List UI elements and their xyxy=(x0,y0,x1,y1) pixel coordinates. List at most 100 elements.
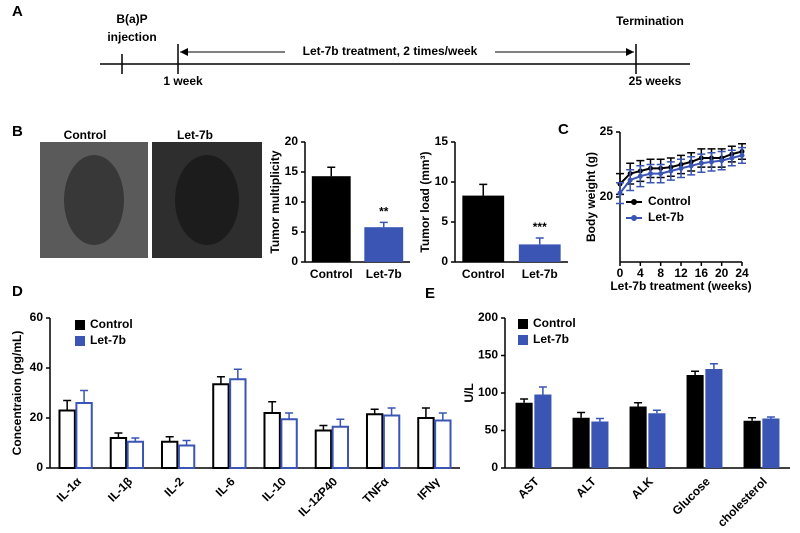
y-tick-label: 40 xyxy=(30,360,44,374)
bar xyxy=(518,244,561,262)
error-bar xyxy=(216,376,225,385)
bar xyxy=(686,375,704,468)
bar xyxy=(705,369,723,468)
point xyxy=(739,152,745,158)
panel-label: A xyxy=(12,3,23,20)
error-bar xyxy=(748,417,757,421)
bar xyxy=(572,417,590,468)
y-tick-label: 20 xyxy=(600,189,614,203)
bar xyxy=(109,437,128,469)
panel-label: C xyxy=(558,121,569,138)
error-bar xyxy=(114,432,123,438)
point xyxy=(668,168,674,174)
bar xyxy=(160,440,179,469)
y-tick-label: 60 xyxy=(30,310,44,324)
label-bg xyxy=(285,44,495,60)
x-tick-label: IL-1α xyxy=(54,474,85,505)
point xyxy=(729,155,735,161)
legend-label: Control xyxy=(648,194,691,208)
y-axis-label: Body weight (g) xyxy=(584,152,598,242)
mri-shadow xyxy=(175,155,239,245)
point xyxy=(658,171,664,177)
y-tick-label: 20 xyxy=(30,410,44,424)
bar xyxy=(280,418,298,469)
error-bar xyxy=(285,412,294,420)
y-tick-label: 15 xyxy=(435,134,449,148)
x-tick-label: Glucose xyxy=(669,474,713,518)
significance: *** xyxy=(533,220,547,234)
x-tick-label: AST xyxy=(515,474,542,501)
x-tick-label: IL-2 xyxy=(161,474,186,499)
y-axis-label: Tumor multiplicity xyxy=(268,150,282,253)
error-bar xyxy=(387,407,396,416)
bar xyxy=(434,419,452,469)
bar xyxy=(648,413,666,468)
x-tick-label: 4 xyxy=(637,266,644,280)
y-tick-label: 15 xyxy=(285,164,299,178)
error-bar xyxy=(421,407,430,418)
bar xyxy=(58,409,76,469)
y-axis-label: Concentraion (pg/mL) xyxy=(10,331,24,456)
x-tick-label: IL-10 xyxy=(259,474,289,504)
x-tick-label: 20 xyxy=(715,266,729,280)
bar xyxy=(417,417,435,469)
x-axis-label: Let-7b treatment (weeks) xyxy=(610,279,751,293)
y-tick-label: 0 xyxy=(36,460,43,474)
y-tick-label: 25 xyxy=(600,124,614,138)
y-tick-label: 150 xyxy=(478,348,498,362)
y-tick-label: 5 xyxy=(441,214,448,228)
x-tick-label: Control xyxy=(310,267,353,281)
x-tick-label: IL-12P40 xyxy=(295,474,340,519)
panel-label: E xyxy=(425,285,435,302)
bar xyxy=(177,444,196,469)
legend-swatch xyxy=(631,215,637,221)
legend-swatch xyxy=(75,320,85,330)
legend-label: Control xyxy=(90,317,133,331)
x-tick-label: TNFα xyxy=(360,474,392,506)
legend-label: Let-7b xyxy=(90,333,126,347)
significance: ** xyxy=(379,205,389,219)
y-tick-label: 0 xyxy=(441,254,448,268)
point xyxy=(688,163,694,169)
error-bar xyxy=(520,398,529,403)
x-tick-label: 16 xyxy=(695,266,709,280)
bar xyxy=(365,413,384,469)
x-tick-label: IFNγ xyxy=(414,474,443,503)
error-bar xyxy=(652,409,661,414)
y-tick-label: 0 xyxy=(491,460,498,474)
point xyxy=(719,158,725,164)
x-tick-label: IL-1β xyxy=(105,474,135,504)
x-tick-label: 12 xyxy=(674,266,688,280)
start-label: 1 week xyxy=(163,74,203,88)
image-label: Control xyxy=(64,128,107,142)
y-axis-label: U/L xyxy=(462,383,476,402)
bar xyxy=(743,420,761,468)
error-bar xyxy=(63,399,72,411)
y-tick-label: 10 xyxy=(285,194,299,208)
y-tick-label: 100 xyxy=(478,385,498,399)
point xyxy=(648,171,653,177)
error-bar xyxy=(766,416,775,419)
bar xyxy=(314,429,333,469)
error-bar xyxy=(709,363,718,369)
legend-swatch xyxy=(518,335,528,345)
error-bar xyxy=(80,389,89,403)
error-bar xyxy=(595,417,604,422)
x-tick-label: Let-7b xyxy=(522,267,558,281)
error-bar xyxy=(577,411,586,418)
error-bar xyxy=(538,386,547,395)
error-bar xyxy=(438,412,447,421)
bar xyxy=(534,394,552,468)
mri-shadow xyxy=(64,155,124,245)
legend-swatch xyxy=(518,319,528,329)
error-bar xyxy=(479,183,488,196)
point xyxy=(617,190,623,196)
error-bar xyxy=(165,436,174,442)
y-tick-label: 10 xyxy=(435,174,449,188)
error-bar xyxy=(336,418,345,427)
end-label: 25 weeks xyxy=(629,74,682,88)
x-tick-label: Control xyxy=(462,267,505,281)
x-tick-label: Let-7b xyxy=(366,267,402,281)
x-tick-label: ALT xyxy=(573,474,599,500)
